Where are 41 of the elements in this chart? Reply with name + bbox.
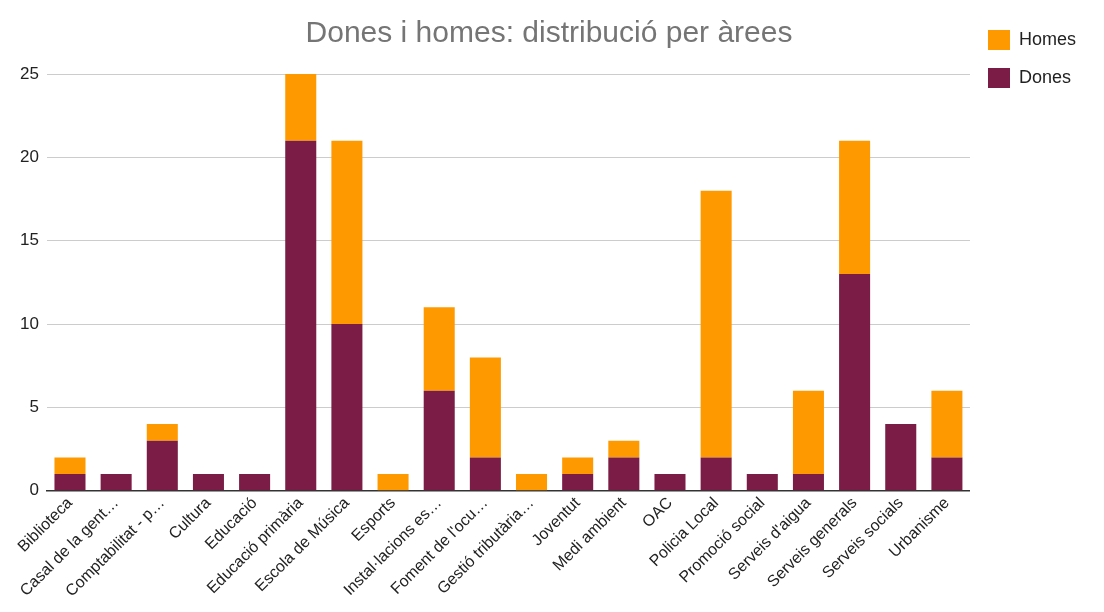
bar <box>423 390 455 491</box>
bar <box>146 440 178 491</box>
y-tick-label: 5 <box>29 397 39 417</box>
bar <box>54 457 86 475</box>
bar <box>700 190 732 458</box>
bar <box>469 457 501 491</box>
bar <box>54 474 86 491</box>
bar <box>654 474 686 491</box>
bar <box>839 140 871 275</box>
bar <box>839 274 871 491</box>
bar <box>192 474 224 491</box>
y-tick-label: 10 <box>19 313 39 333</box>
bar <box>285 74 317 141</box>
y-tick-label: 25 <box>19 63 39 83</box>
bar <box>562 474 594 491</box>
bar <box>608 457 640 491</box>
bar <box>423 307 455 391</box>
bar <box>285 140 317 491</box>
bar <box>792 474 824 491</box>
bar <box>700 457 732 491</box>
legend-label: Homes <box>1018 28 1076 49</box>
bar <box>562 457 594 475</box>
bar <box>516 474 548 491</box>
bar <box>331 140 363 325</box>
bar <box>100 474 132 491</box>
bar <box>469 357 501 458</box>
chart-title: Dones i homes: distribució per àrees <box>305 15 793 49</box>
y-tick-label: 15 <box>19 230 39 250</box>
bar <box>608 440 640 458</box>
bar <box>885 424 917 491</box>
bar <box>331 324 363 491</box>
y-tick-label: 20 <box>19 147 39 167</box>
bar <box>746 474 778 491</box>
bar <box>931 390 963 458</box>
legend-label: Dones <box>1018 66 1072 87</box>
bar <box>792 390 824 475</box>
bar <box>146 424 178 441</box>
bar <box>239 474 271 491</box>
bar <box>377 474 409 491</box>
y-tick-label: 0 <box>29 480 39 500</box>
bar <box>931 457 963 491</box>
